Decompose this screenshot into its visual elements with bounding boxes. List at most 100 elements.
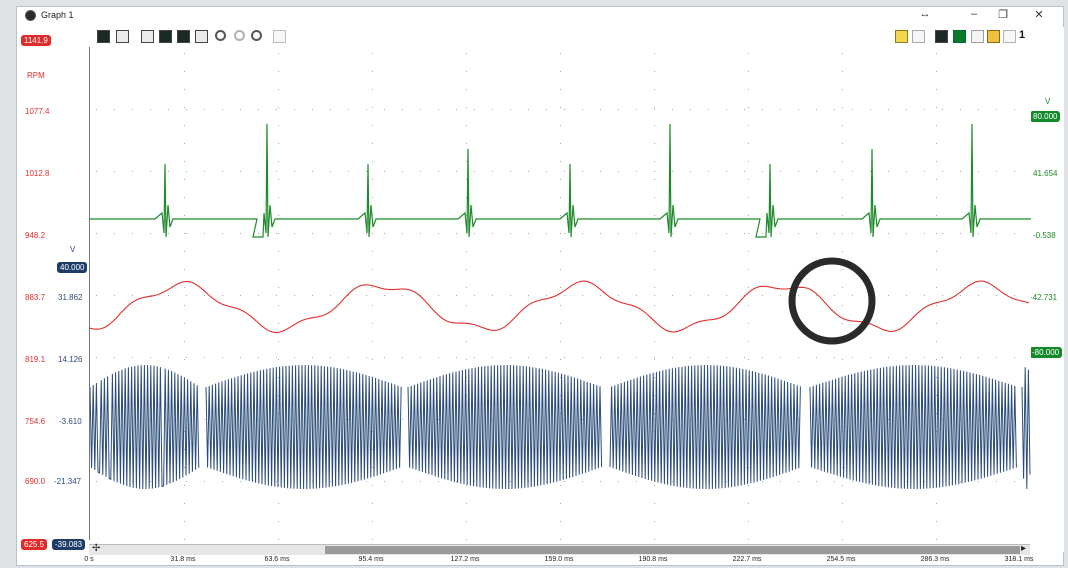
grid-dot xyxy=(834,295,835,296)
zoom-out-icon[interactable] xyxy=(234,30,245,41)
voltage-min-pill[interactable]: -80.000 xyxy=(1029,347,1063,358)
grid-dot xyxy=(492,171,493,172)
grid-dot xyxy=(330,295,331,296)
scroll-left-icon[interactable]: ✢ xyxy=(92,543,101,554)
grid-dot xyxy=(842,323,843,324)
grid-dot xyxy=(888,109,889,110)
grid-dot xyxy=(184,89,185,90)
grid-dot xyxy=(438,419,439,420)
grid-dot xyxy=(384,171,385,172)
grid-dot xyxy=(276,295,277,296)
horizontal-scrollbar[interactable]: ✢ ▸ xyxy=(89,543,1030,555)
grid-dot xyxy=(816,357,817,358)
close-button[interactable]: ✕ xyxy=(1034,9,1044,21)
grid-dot xyxy=(762,233,763,234)
grid-dot xyxy=(654,215,655,216)
grid-dot xyxy=(114,295,115,296)
marker-icon[interactable] xyxy=(987,30,1000,43)
grid-dot xyxy=(132,171,133,172)
grid-dot xyxy=(936,413,937,414)
grid-dot xyxy=(184,107,185,108)
scroll-right-icon[interactable]: ▸ xyxy=(1020,543,1026,554)
grid-dot xyxy=(438,295,439,296)
grid-dot xyxy=(186,171,187,172)
grid-dot xyxy=(708,109,709,110)
grid-dot xyxy=(1014,481,1015,482)
time-tick: 318.1 ms xyxy=(1004,556,1034,563)
grid-dot xyxy=(204,295,205,296)
grid-dot xyxy=(294,171,295,172)
grid-dot xyxy=(960,109,961,110)
grid-dot xyxy=(276,109,277,110)
grid-dot xyxy=(312,481,313,482)
grid-dot xyxy=(726,481,727,482)
current-min-pill[interactable]: -39.083 xyxy=(52,539,86,550)
grid-dot xyxy=(560,305,561,306)
channel-icon[interactable] xyxy=(116,30,129,43)
graph-plot-area[interactable] xyxy=(89,47,1031,540)
grid-dot xyxy=(278,53,279,54)
zoom-in-icon[interactable] xyxy=(215,30,226,41)
grid-dot xyxy=(996,481,997,482)
pan-icon[interactable] xyxy=(273,30,286,43)
axis-icon[interactable] xyxy=(97,30,110,43)
grid-dot xyxy=(996,357,997,358)
print-icon[interactable] xyxy=(971,30,984,43)
grid-dot xyxy=(936,251,937,252)
grid-dot xyxy=(348,295,349,296)
scope-icon[interactable] xyxy=(935,30,948,43)
graph-dark-icon[interactable] xyxy=(177,30,190,43)
rpm-min-pill[interactable]: 625.5 xyxy=(21,539,48,550)
grid-dot xyxy=(366,171,367,172)
grid-icon[interactable] xyxy=(141,30,154,43)
ruler-icon[interactable] xyxy=(912,30,925,43)
time-tick: 286.3 ms xyxy=(920,556,950,563)
grid-dot xyxy=(842,359,843,360)
minimize-button[interactable]: – xyxy=(970,8,978,20)
grid-dot xyxy=(1014,171,1015,172)
grid-dot xyxy=(748,467,749,468)
grid-dot xyxy=(372,485,373,486)
grid-dot xyxy=(372,197,373,198)
grid-dot xyxy=(654,357,655,358)
grid-dot xyxy=(834,357,835,358)
grid-dot xyxy=(278,377,279,378)
grid-dot xyxy=(438,357,439,358)
grid-dot xyxy=(372,53,373,54)
graph-view-icon[interactable] xyxy=(159,30,172,43)
grid-dot xyxy=(726,295,727,296)
grid-dot xyxy=(278,287,279,288)
voltage-max-pill[interactable]: 80.000 xyxy=(1030,111,1061,122)
grid-dot xyxy=(466,53,467,54)
scrollbar-thumb[interactable] xyxy=(325,546,1020,554)
grid-dot xyxy=(240,171,241,172)
close-channel-icon[interactable] xyxy=(1003,30,1016,43)
grid-dot xyxy=(278,233,279,234)
current-max-pill[interactable]: 40.000 xyxy=(57,262,88,273)
grid-dot xyxy=(132,481,133,482)
time-tick: 222.7 ms xyxy=(732,556,762,563)
graph-green-icon[interactable] xyxy=(953,30,966,43)
grid-dot xyxy=(748,305,749,306)
rpm-max-pill[interactable]: 1141.9 xyxy=(21,35,51,46)
grid-dot xyxy=(798,357,799,358)
grid-dot xyxy=(842,89,843,90)
grid-dot xyxy=(842,269,843,270)
grid-dot xyxy=(372,233,373,234)
list-icon[interactable] xyxy=(195,30,208,43)
grid-dot xyxy=(294,109,295,110)
grid-dot xyxy=(564,233,565,234)
left-scale: 1141.9 RPM 1077.4 1012.8 948.2 V 40.000 … xyxy=(21,27,88,552)
grid-dot xyxy=(492,357,493,358)
rpm-tick: 1012.8 xyxy=(25,169,50,178)
restore-button[interactable]: ❐ xyxy=(998,9,1008,21)
resize-button[interactable]: ↔ xyxy=(919,8,931,20)
grid-dot xyxy=(888,295,889,296)
grid-dot xyxy=(466,233,467,234)
comment-icon[interactable] xyxy=(895,30,908,43)
grid-dot xyxy=(474,295,475,296)
zoom-fit-icon[interactable] xyxy=(251,30,262,41)
grid-dot xyxy=(748,377,749,378)
grid-dot xyxy=(466,215,467,216)
grid-dot xyxy=(842,539,843,540)
